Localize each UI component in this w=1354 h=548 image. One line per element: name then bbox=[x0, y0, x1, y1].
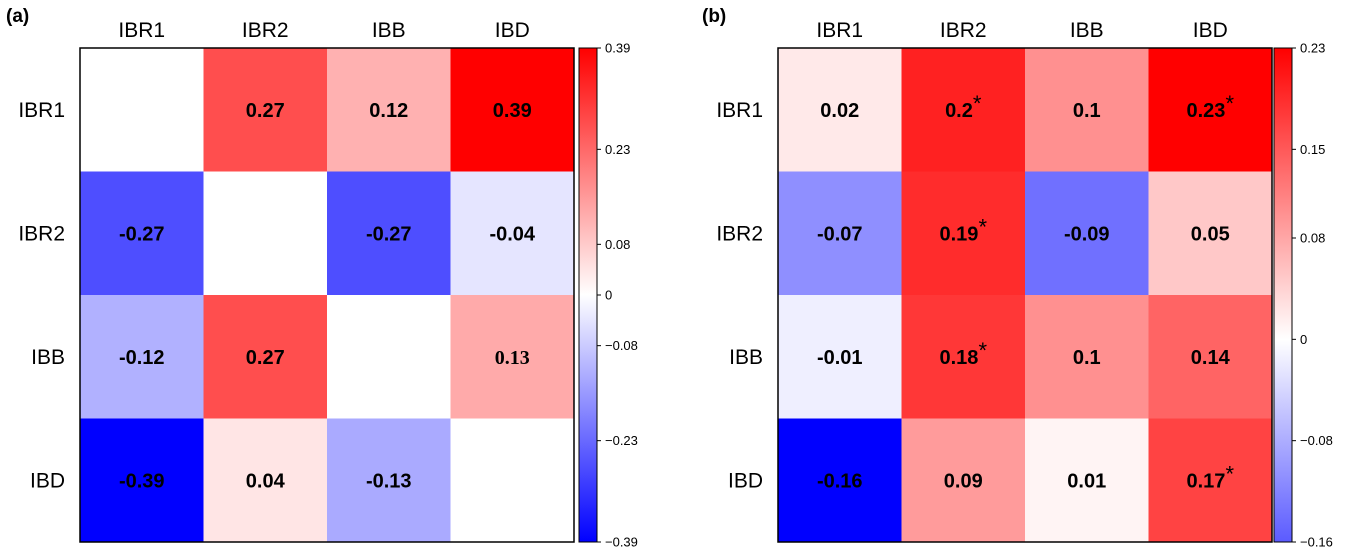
row-label: IBD bbox=[728, 469, 763, 492]
cell-value-label: 0.27 bbox=[246, 100, 285, 122]
heatmap-cell bbox=[1148, 418, 1273, 543]
row-label: IBB bbox=[729, 346, 763, 369]
colorbar-tick-label: 0.39 bbox=[605, 41, 630, 56]
heatmap-cell bbox=[80, 48, 204, 172]
cell-value-label: -0.16 bbox=[817, 470, 863, 492]
heatmap-cell bbox=[203, 48, 328, 172]
cell-value-label: 0.1 bbox=[1073, 347, 1101, 369]
cell-value-label: 0.1 bbox=[1073, 100, 1101, 122]
heatmap-cell bbox=[327, 295, 451, 419]
heatmap-cell bbox=[778, 295, 902, 419]
colorbar-tick-label: 0 bbox=[1300, 332, 1307, 347]
row-label: IBR2 bbox=[716, 222, 763, 245]
heatmap-cell bbox=[450, 171, 575, 296]
column-label: IBR1 bbox=[118, 19, 165, 42]
cell-value-label: -0.13 bbox=[366, 470, 412, 492]
heatmap-cell bbox=[778, 48, 902, 172]
colorbar-tick-label: −0.08 bbox=[1300, 433, 1333, 448]
heatmap-cell bbox=[1148, 295, 1273, 419]
row-label: IBR1 bbox=[18, 99, 65, 122]
heatmap-cell bbox=[80, 295, 204, 419]
heatmap-cell bbox=[778, 418, 902, 543]
cell-value-label: -0.27 bbox=[366, 223, 412, 245]
cell-value-label: 0.13 bbox=[495, 347, 530, 369]
colorbar-tick-label: −0.16 bbox=[1300, 535, 1333, 548]
heatmap-cell bbox=[80, 418, 204, 543]
colorbar-tick-label: 0 bbox=[605, 288, 612, 303]
heatmap-cell bbox=[1148, 48, 1273, 172]
cell-value-label: 0.18* bbox=[940, 338, 988, 369]
colorbar bbox=[578, 47, 598, 543]
cell-value-label: 0.39 bbox=[493, 100, 532, 122]
cell-value-label: 0.05 bbox=[1191, 223, 1230, 245]
colorbar-tick-label: −0.23 bbox=[605, 433, 638, 448]
heatmap-cell bbox=[327, 418, 451, 543]
row-label: IBR2 bbox=[18, 222, 65, 245]
cell-value-label: 0.14 bbox=[1191, 347, 1231, 369]
column-label: IBR1 bbox=[816, 19, 863, 42]
heatmap-cell bbox=[1025, 418, 1149, 543]
colorbar-tick-label: −0.08 bbox=[605, 338, 638, 353]
colorbar-tick-label: 0.08 bbox=[1300, 231, 1325, 246]
column-label: IBB bbox=[1070, 19, 1104, 42]
heatmap-cell bbox=[1148, 171, 1273, 296]
heatmap-cell bbox=[1025, 48, 1149, 172]
column-label: IBB bbox=[372, 19, 406, 42]
heatmap-cell bbox=[778, 171, 902, 296]
cell-value-label: 0.23* bbox=[1187, 91, 1235, 122]
colorbar-tick-label: 0.15 bbox=[1300, 142, 1325, 157]
heatmap-cell bbox=[901, 295, 1026, 419]
heatmap-panel-b: (b) 0.02 0.2* 0.1 0.23* -0.07 0.19* -0.09 0.05 -0… bbox=[702, 6, 1333, 548]
heatmap-cell bbox=[901, 48, 1026, 172]
heatmap-cell bbox=[203, 295, 328, 419]
heatmap-cell bbox=[1025, 171, 1149, 296]
heatmap-cell bbox=[203, 418, 328, 543]
heatmap-cell bbox=[80, 171, 204, 296]
column-label: IBR2 bbox=[242, 19, 289, 42]
heatmap-panel-a: (a) 0.27 0.12 0.39 -0.27 -0.27 -0.04 -0.12 0.27 0… bbox=[6, 6, 638, 548]
column-label: IBD bbox=[1193, 19, 1228, 42]
cell-value-label: 0.12 bbox=[369, 100, 408, 122]
heatmap-cell bbox=[327, 171, 451, 296]
panel-label: (a) bbox=[6, 6, 29, 27]
heatmap-cell bbox=[901, 418, 1026, 543]
colorbar-tick-label: 0.23 bbox=[605, 142, 630, 157]
heatmap-border bbox=[79, 47, 575, 543]
heatmap-cell bbox=[203, 171, 328, 296]
colorbar-tick-label: 0.08 bbox=[605, 237, 630, 252]
row-label: IBD bbox=[30, 469, 65, 492]
column-label: IBR2 bbox=[940, 19, 987, 42]
heatmap-cell bbox=[450, 295, 575, 419]
cell-value-label: 0.17* bbox=[1187, 461, 1235, 492]
colorbar bbox=[1273, 47, 1293, 543]
panel-label: (b) bbox=[702, 6, 726, 27]
cell-value-label: 0.09 bbox=[944, 470, 983, 492]
colorbar-tick-label: −0.39 bbox=[605, 535, 638, 548]
heatmap-cell bbox=[901, 171, 1026, 296]
cell-value-label: 0.02 bbox=[820, 100, 859, 122]
heatmap-cell bbox=[450, 48, 575, 172]
heatmap-cell bbox=[1025, 295, 1149, 419]
cell-value-label: -0.27 bbox=[119, 223, 165, 245]
colorbar-tick-label: 0.23 bbox=[1300, 41, 1325, 56]
cell-value-label: 0.2* bbox=[945, 91, 982, 122]
cell-value-label: 0.01 bbox=[1067, 470, 1106, 492]
cell-value-label: -0.01 bbox=[817, 347, 863, 369]
row-label: IBR1 bbox=[716, 99, 763, 122]
heatmap-cell bbox=[450, 418, 575, 543]
column-label: IBD bbox=[495, 19, 530, 42]
cell-value-label: 0.19* bbox=[940, 214, 988, 245]
cell-value-label: 0.04 bbox=[246, 470, 286, 492]
cell-value-label: -0.07 bbox=[817, 223, 863, 245]
cell-value-label: -0.39 bbox=[119, 470, 165, 492]
heatmap-border bbox=[777, 47, 1273, 543]
row-label: IBB bbox=[31, 346, 65, 369]
cell-value-label: -0.12 bbox=[119, 347, 165, 369]
cell-value-label: 0.27 bbox=[246, 347, 285, 369]
cell-value-label: -0.04 bbox=[489, 223, 535, 245]
cell-value-label: -0.09 bbox=[1064, 223, 1110, 245]
heatmap-cell bbox=[327, 48, 451, 172]
